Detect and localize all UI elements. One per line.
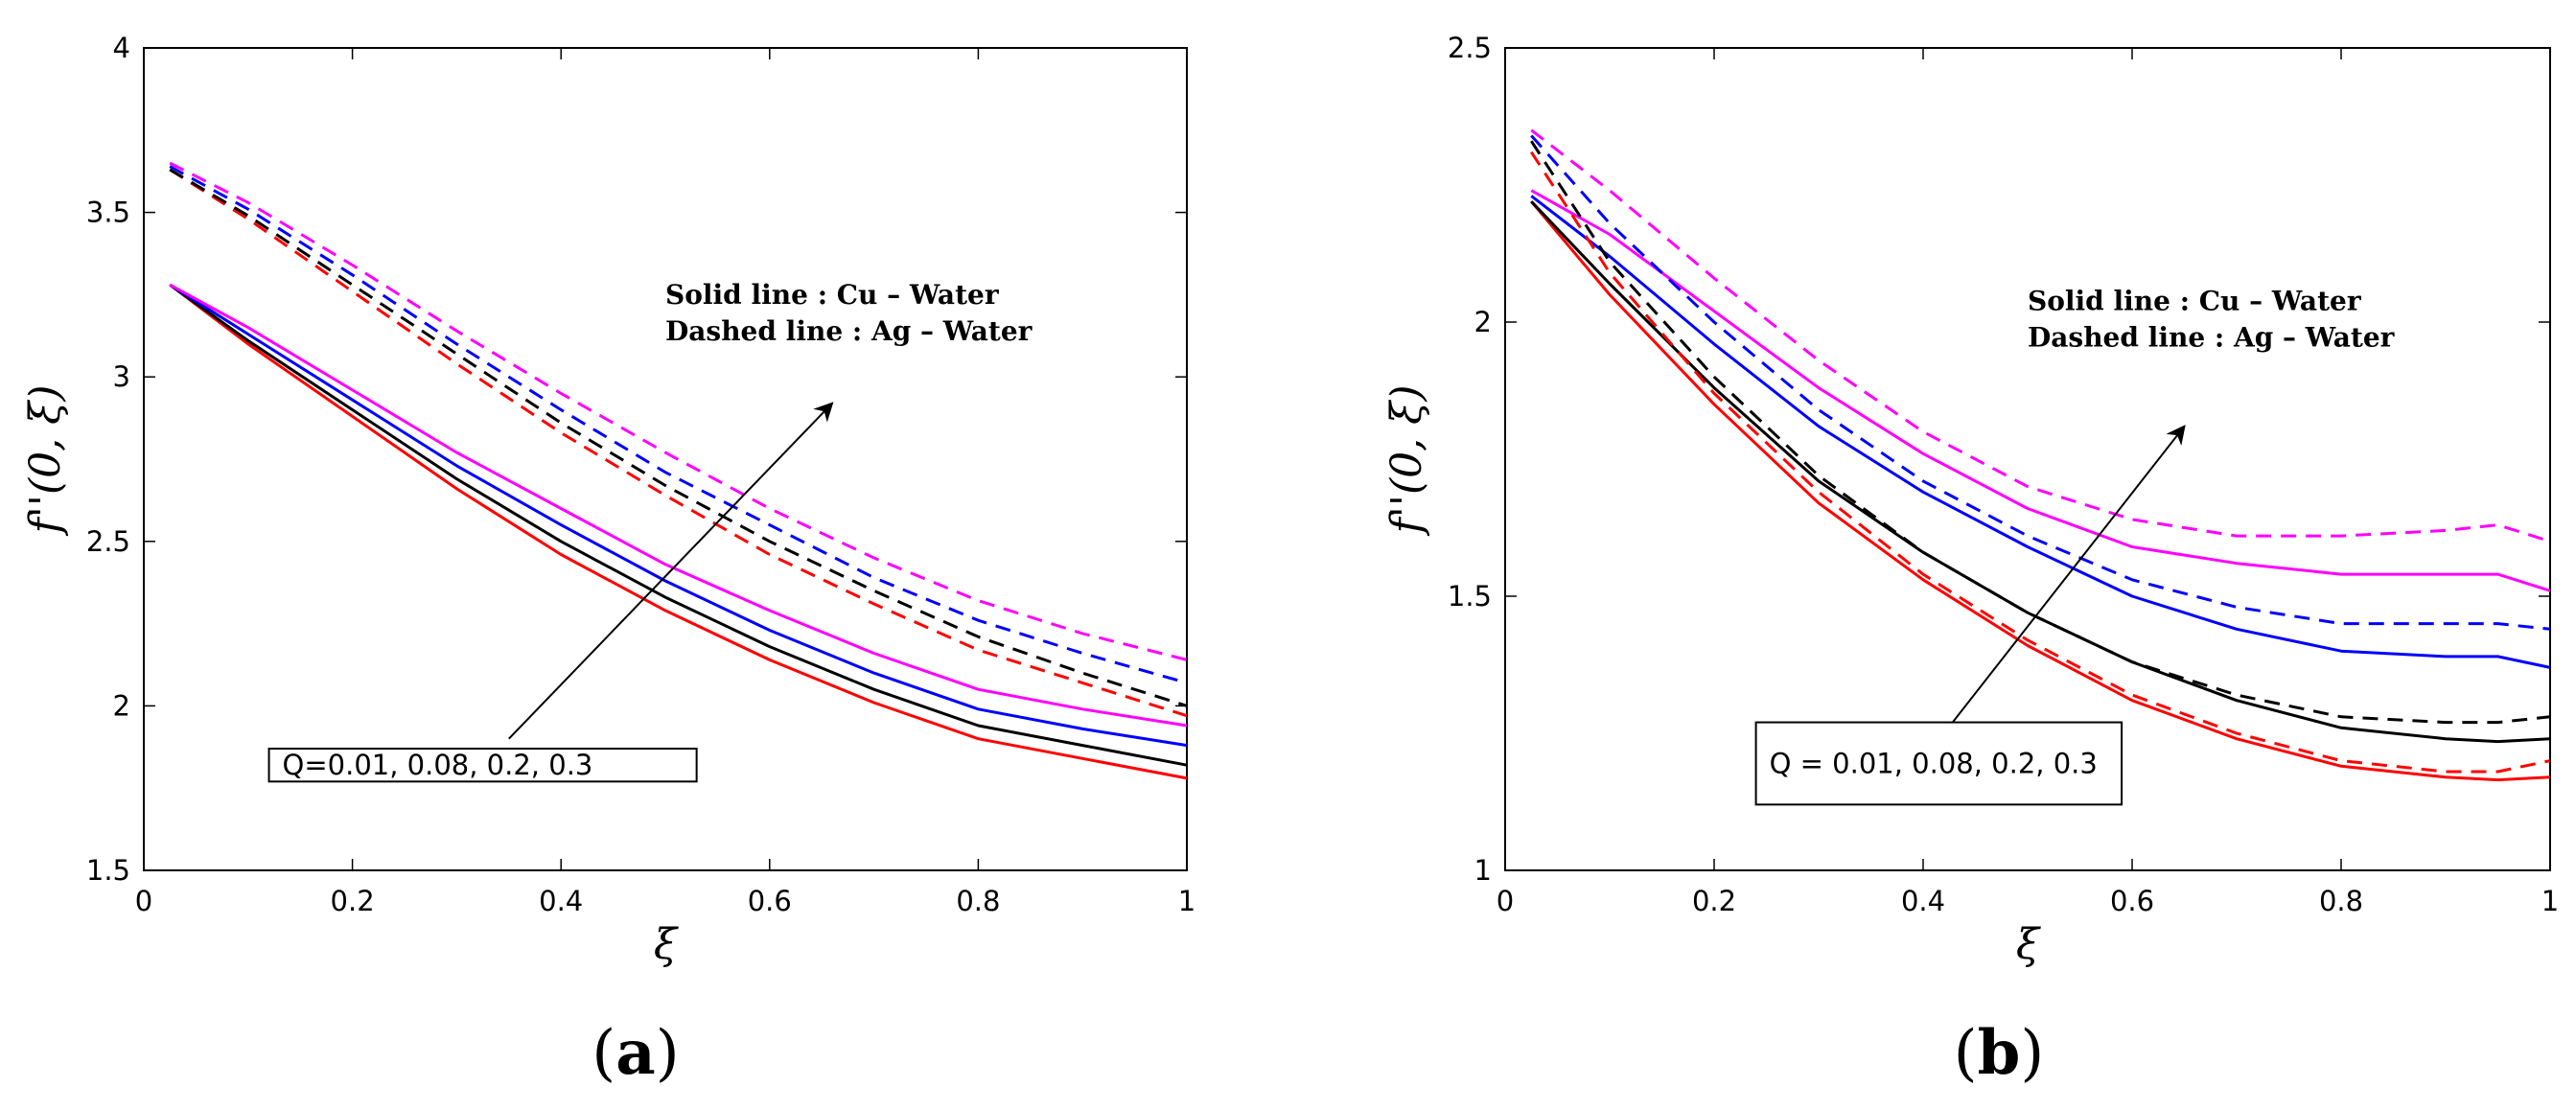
series-line-ag-water-4 <box>1530 150 2551 774</box>
y-tick-label: 2 <box>113 689 130 722</box>
x-tick-label: 0.8 <box>2319 885 2363 917</box>
x-tick-label: 1 <box>1178 885 1195 917</box>
annotation-arrow <box>1943 425 2186 734</box>
x-axis-label: ξ <box>2016 920 2042 969</box>
panel-b: 0 0.2 0.4 0.6 0.8 1 1 1.5 2 2.5 Solid line : Cu – … <box>1382 32 2559 1089</box>
series-line-cu-water-3 <box>1530 189 2551 592</box>
legend-dashed-line: Dashed line : Ag – Water <box>665 315 1033 347</box>
x-tick-label: 0.4 <box>1901 885 1945 917</box>
legend-solid-line: Solid line : Cu – Water <box>2028 286 2362 317</box>
series-line-ag-water-7 <box>1530 128 2551 543</box>
y-tick-label: 3 <box>113 360 130 393</box>
q-value-box <box>1754 721 2123 806</box>
x-tick-label: 0 <box>135 885 152 917</box>
series-line-cu-water-3 <box>169 283 1188 728</box>
axes-frame <box>1504 47 2551 871</box>
x-tick-label: 1 <box>2541 885 2559 917</box>
series-line-ag-water-6 <box>1530 134 2551 631</box>
y-tick-label: 2 <box>1474 306 1492 338</box>
panel-label-close: ) <box>2020 1018 2044 1089</box>
x-tick-label: 0.8 <box>956 885 1000 917</box>
y-axis-label: f''(0, ξ) <box>1382 384 1431 536</box>
q-value-label: Q=0.01, 0.08, 0.2, 0.3 <box>283 749 593 781</box>
x-tick-label: 0.4 <box>539 885 583 917</box>
q-value-label: Q = 0.01, 0.08, 0.2, 0.3 <box>1770 747 2098 779</box>
legend-solid-line: Solid line : Cu – Water <box>665 279 1000 311</box>
y-axis-label: f''(0, ξ) <box>21 384 70 536</box>
panel-label-letter: b <box>1978 1017 2021 1089</box>
panel-label-open: ( <box>1954 1018 1978 1089</box>
series-line-cu-water-0 <box>1530 200 2551 782</box>
panel-label-letter: a <box>615 1017 655 1089</box>
panel-label: (a) <box>592 1017 679 1089</box>
x-tick-label: 0.2 <box>1692 885 1736 917</box>
y-tick-label: 2.5 <box>86 525 130 558</box>
y-tick-label: 4 <box>113 32 130 64</box>
series-line-ag-water-7 <box>169 161 1188 661</box>
panel-label-close: ) <box>656 1018 680 1089</box>
x-tick-label: 0.6 <box>748 885 792 917</box>
panel-label: (b) <box>1954 1017 2045 1089</box>
annotation-arrow <box>508 402 834 740</box>
series-line-ag-water-4 <box>169 168 1188 718</box>
series-line-ag-water-5 <box>169 168 1188 707</box>
series-line-cu-water-2 <box>1530 195 2551 669</box>
series-line-ag-water-5 <box>1530 140 2551 725</box>
y-tick-label: 2.5 <box>1448 32 1492 64</box>
series-line-cu-water-2 <box>169 283 1188 748</box>
panel-label-open: ( <box>592 1018 615 1089</box>
x-tick-label: 0 <box>1497 885 1514 917</box>
y-tick-label: 1.5 <box>1448 580 1492 613</box>
q-value-box <box>267 748 698 783</box>
x-axis-label: ξ <box>654 920 680 969</box>
x-tick-label: 0.6 <box>2110 885 2154 917</box>
panel-a: 0 0.2 0.4 0.6 0.8 1 1.5 2 2.5 3 3.5 4 Solid line : C… <box>21 32 1195 1089</box>
series-line-cu-water-1 <box>1530 200 2551 744</box>
series-line-cu-water-0 <box>169 283 1188 780</box>
y-tick-label: 1 <box>1474 854 1492 887</box>
y-tick-label: 3.5 <box>86 197 130 229</box>
series-line-cu-water-1 <box>169 283 1188 767</box>
axes-frame <box>143 47 1188 871</box>
y-tick-label: 1.5 <box>86 854 130 887</box>
legend-dashed-line: Dashed line : Ag – Water <box>2028 322 2396 354</box>
series-line-ag-water-6 <box>169 165 1188 684</box>
x-tick-label: 0.2 <box>331 885 375 917</box>
